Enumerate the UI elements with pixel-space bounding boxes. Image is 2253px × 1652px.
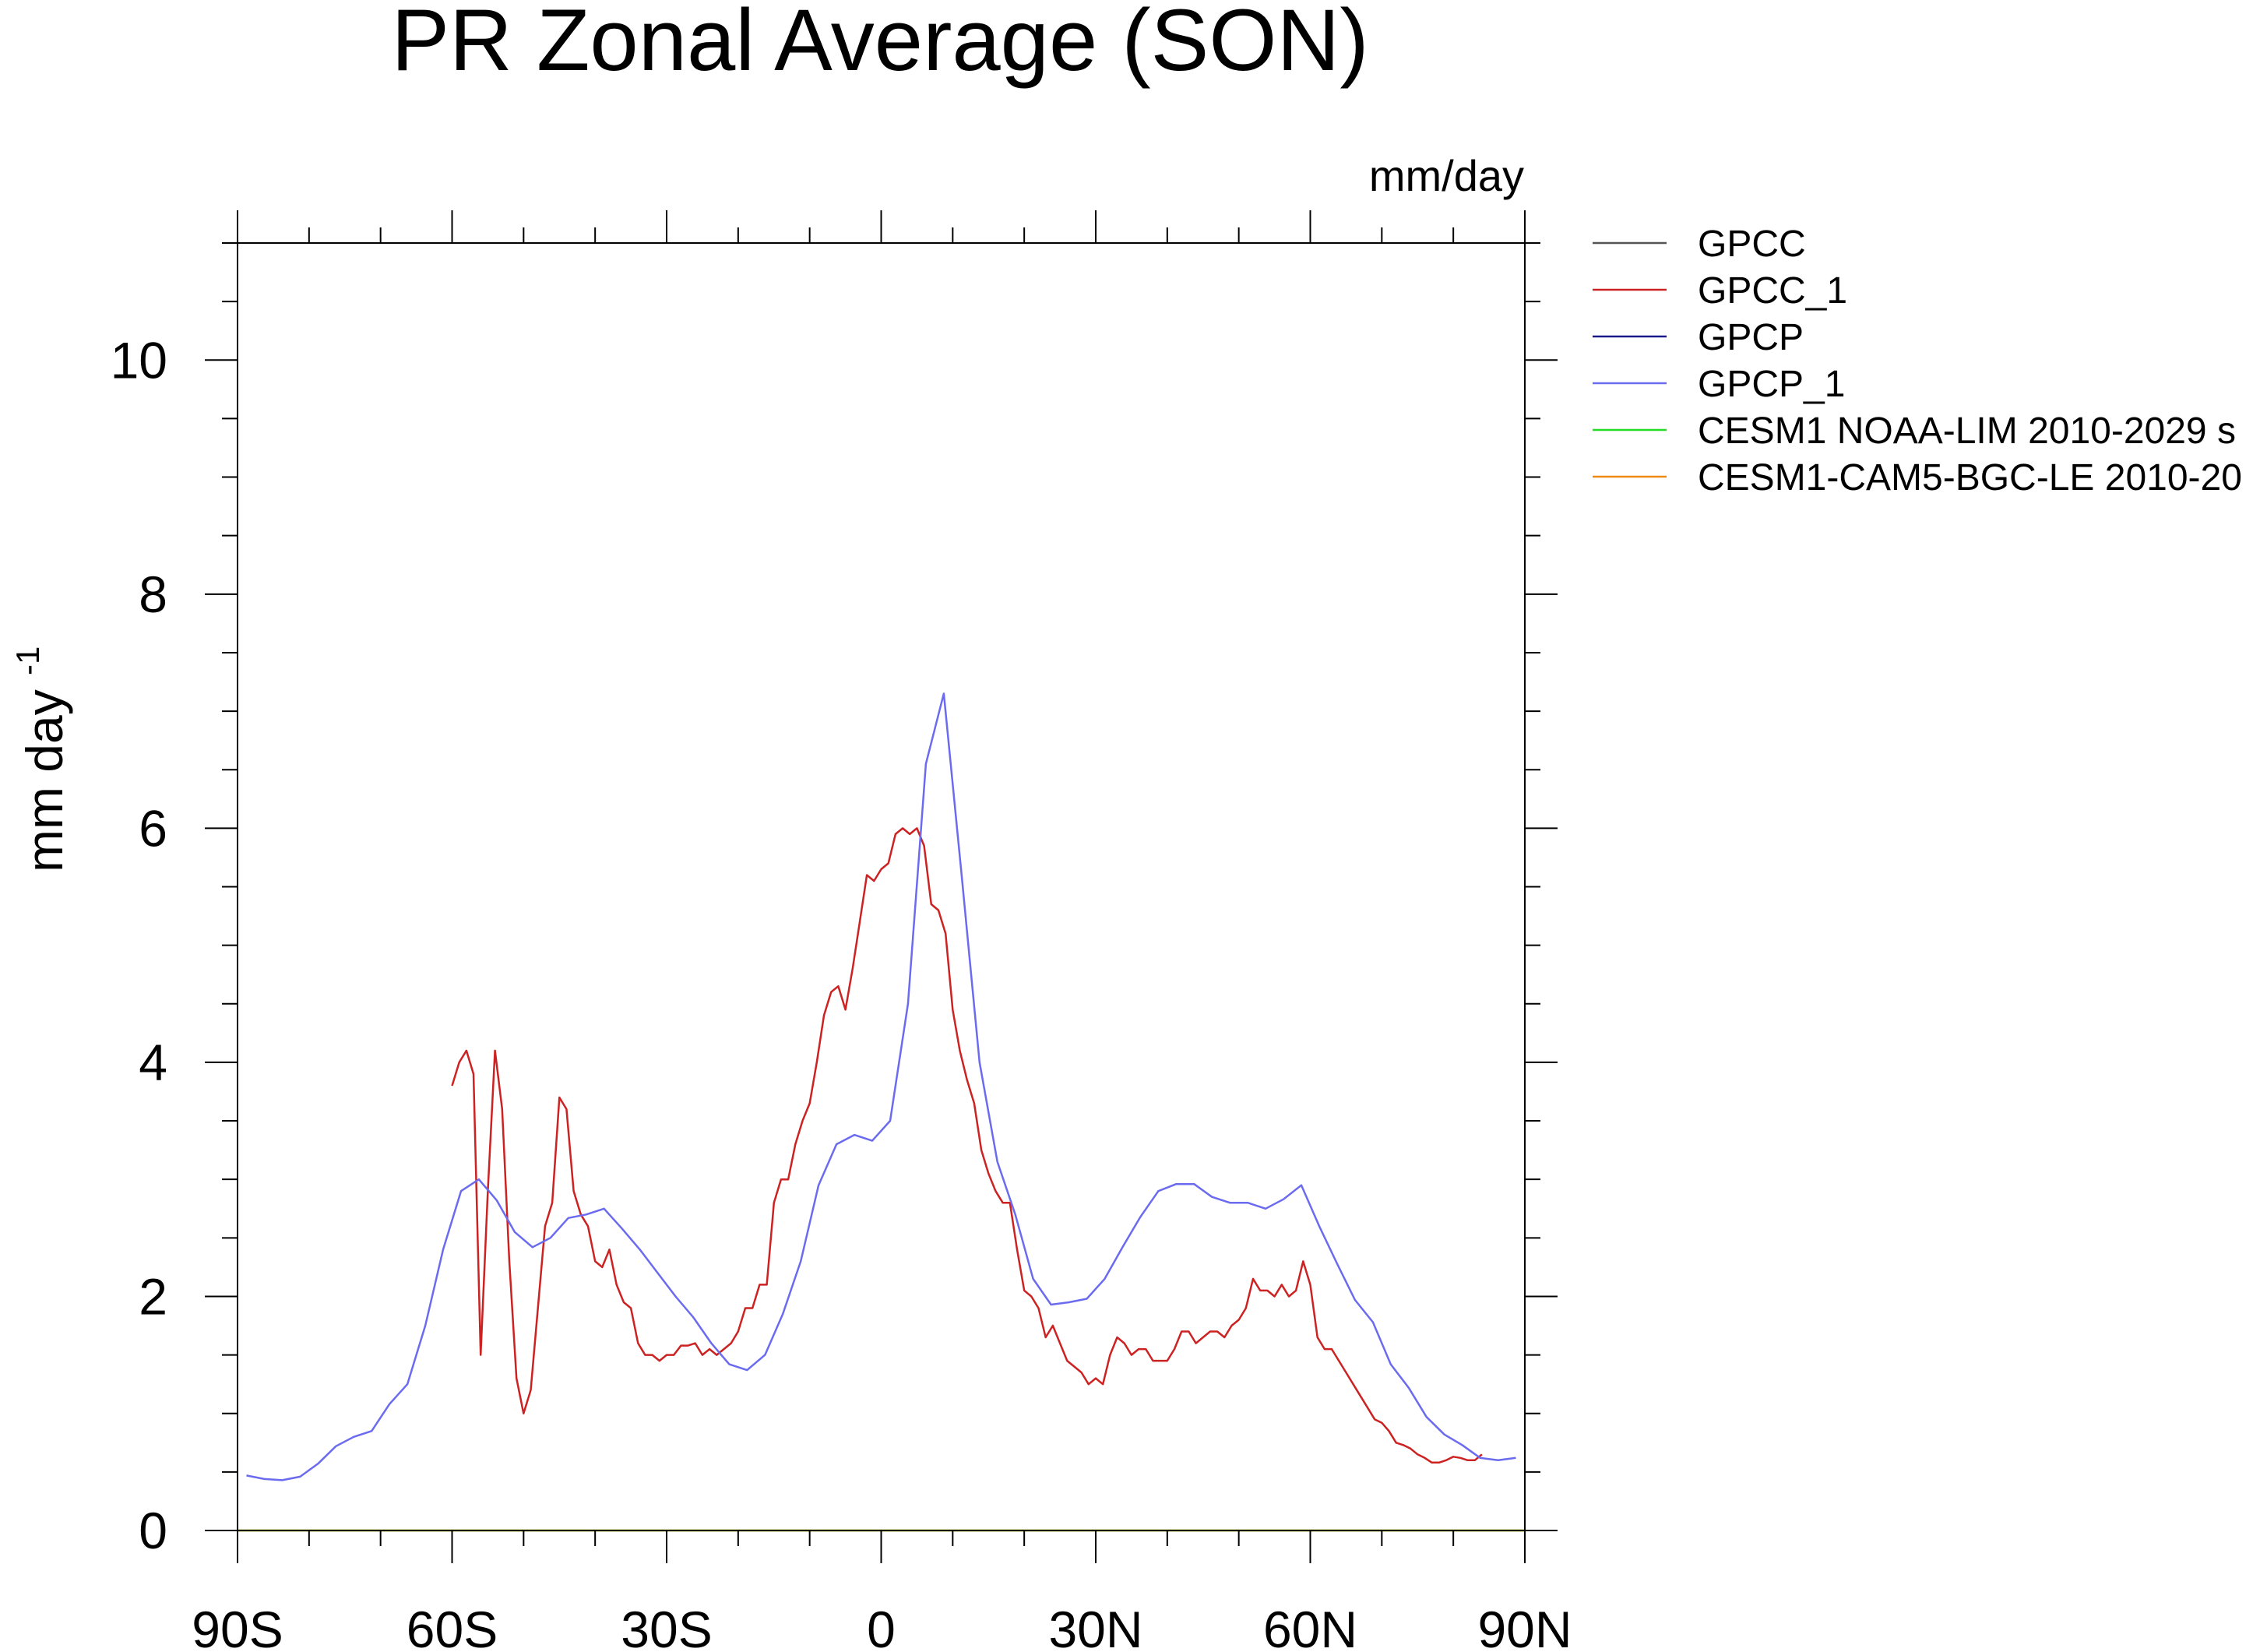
y-tick-label: 4 xyxy=(139,1034,167,1091)
y-tick-label: 10 xyxy=(111,331,167,389)
y-tick-label: 8 xyxy=(139,565,167,623)
tick-layer xyxy=(205,210,1558,1563)
x-tick-label: 90N xyxy=(1477,1601,1572,1652)
y-axis-label-superscript: -1 xyxy=(9,646,46,675)
x-tick-labels: 90S 60S 30S 0 30N 60N 90N xyxy=(192,1601,1572,1652)
legend-label-gpcp-1: GPCP_1 xyxy=(1698,364,1845,405)
y-tick-labels: 0 2 4 6 8 10 xyxy=(111,331,167,1559)
x-tick-label: 0 xyxy=(867,1601,896,1652)
chart-title: PR Zonal Average (SON) xyxy=(391,0,1368,89)
x-tick-label: 60S xyxy=(407,1601,498,1652)
legend-label-cesm1-cam5-bgc-le-2010-20: CESM1-CAM5-BGC-LE 2010-20 xyxy=(1698,457,2242,498)
series-line-gpcp-1 xyxy=(246,692,1516,1481)
legend-label-gpcc-1: GPCC_1 xyxy=(1698,270,1847,312)
y-axis-label-main: mm day xyxy=(16,689,73,872)
legend-label-gpcp: GPCP xyxy=(1698,317,1804,358)
y-tick-label: 0 xyxy=(139,1502,167,1559)
legend: GPCC GPCC_1 GPCP GPCP_1 CESM1 NOAA-LIM 2010-… xyxy=(1593,224,2242,498)
units-label: mm/day xyxy=(1369,151,1524,200)
plot-area: 90S 60S 30S 0 30N 60N 90N 0 2 4 6 8 10 xyxy=(111,210,1572,1652)
y-axis-label: mm day -1 xyxy=(9,646,73,872)
x-tick-label: 60N xyxy=(1263,1601,1357,1652)
x-tick-label: 30S xyxy=(621,1601,712,1652)
x-tick-label: 30N xyxy=(1048,1601,1142,1652)
series-line-gpcc-1 xyxy=(451,827,1483,1464)
legend-label-gpcc: GPCC xyxy=(1698,224,1806,265)
svg-text:mm day -1: mm day -1 xyxy=(9,646,73,872)
x-tick-label: 90S xyxy=(192,1601,283,1652)
y-tick-label: 6 xyxy=(139,799,167,857)
y-tick-label: 2 xyxy=(139,1267,167,1325)
legend-label-cesm1-noaa-lim-2010-2029-s: CESM1 NOAA-LIM 2010-2029 s xyxy=(1698,410,2236,452)
